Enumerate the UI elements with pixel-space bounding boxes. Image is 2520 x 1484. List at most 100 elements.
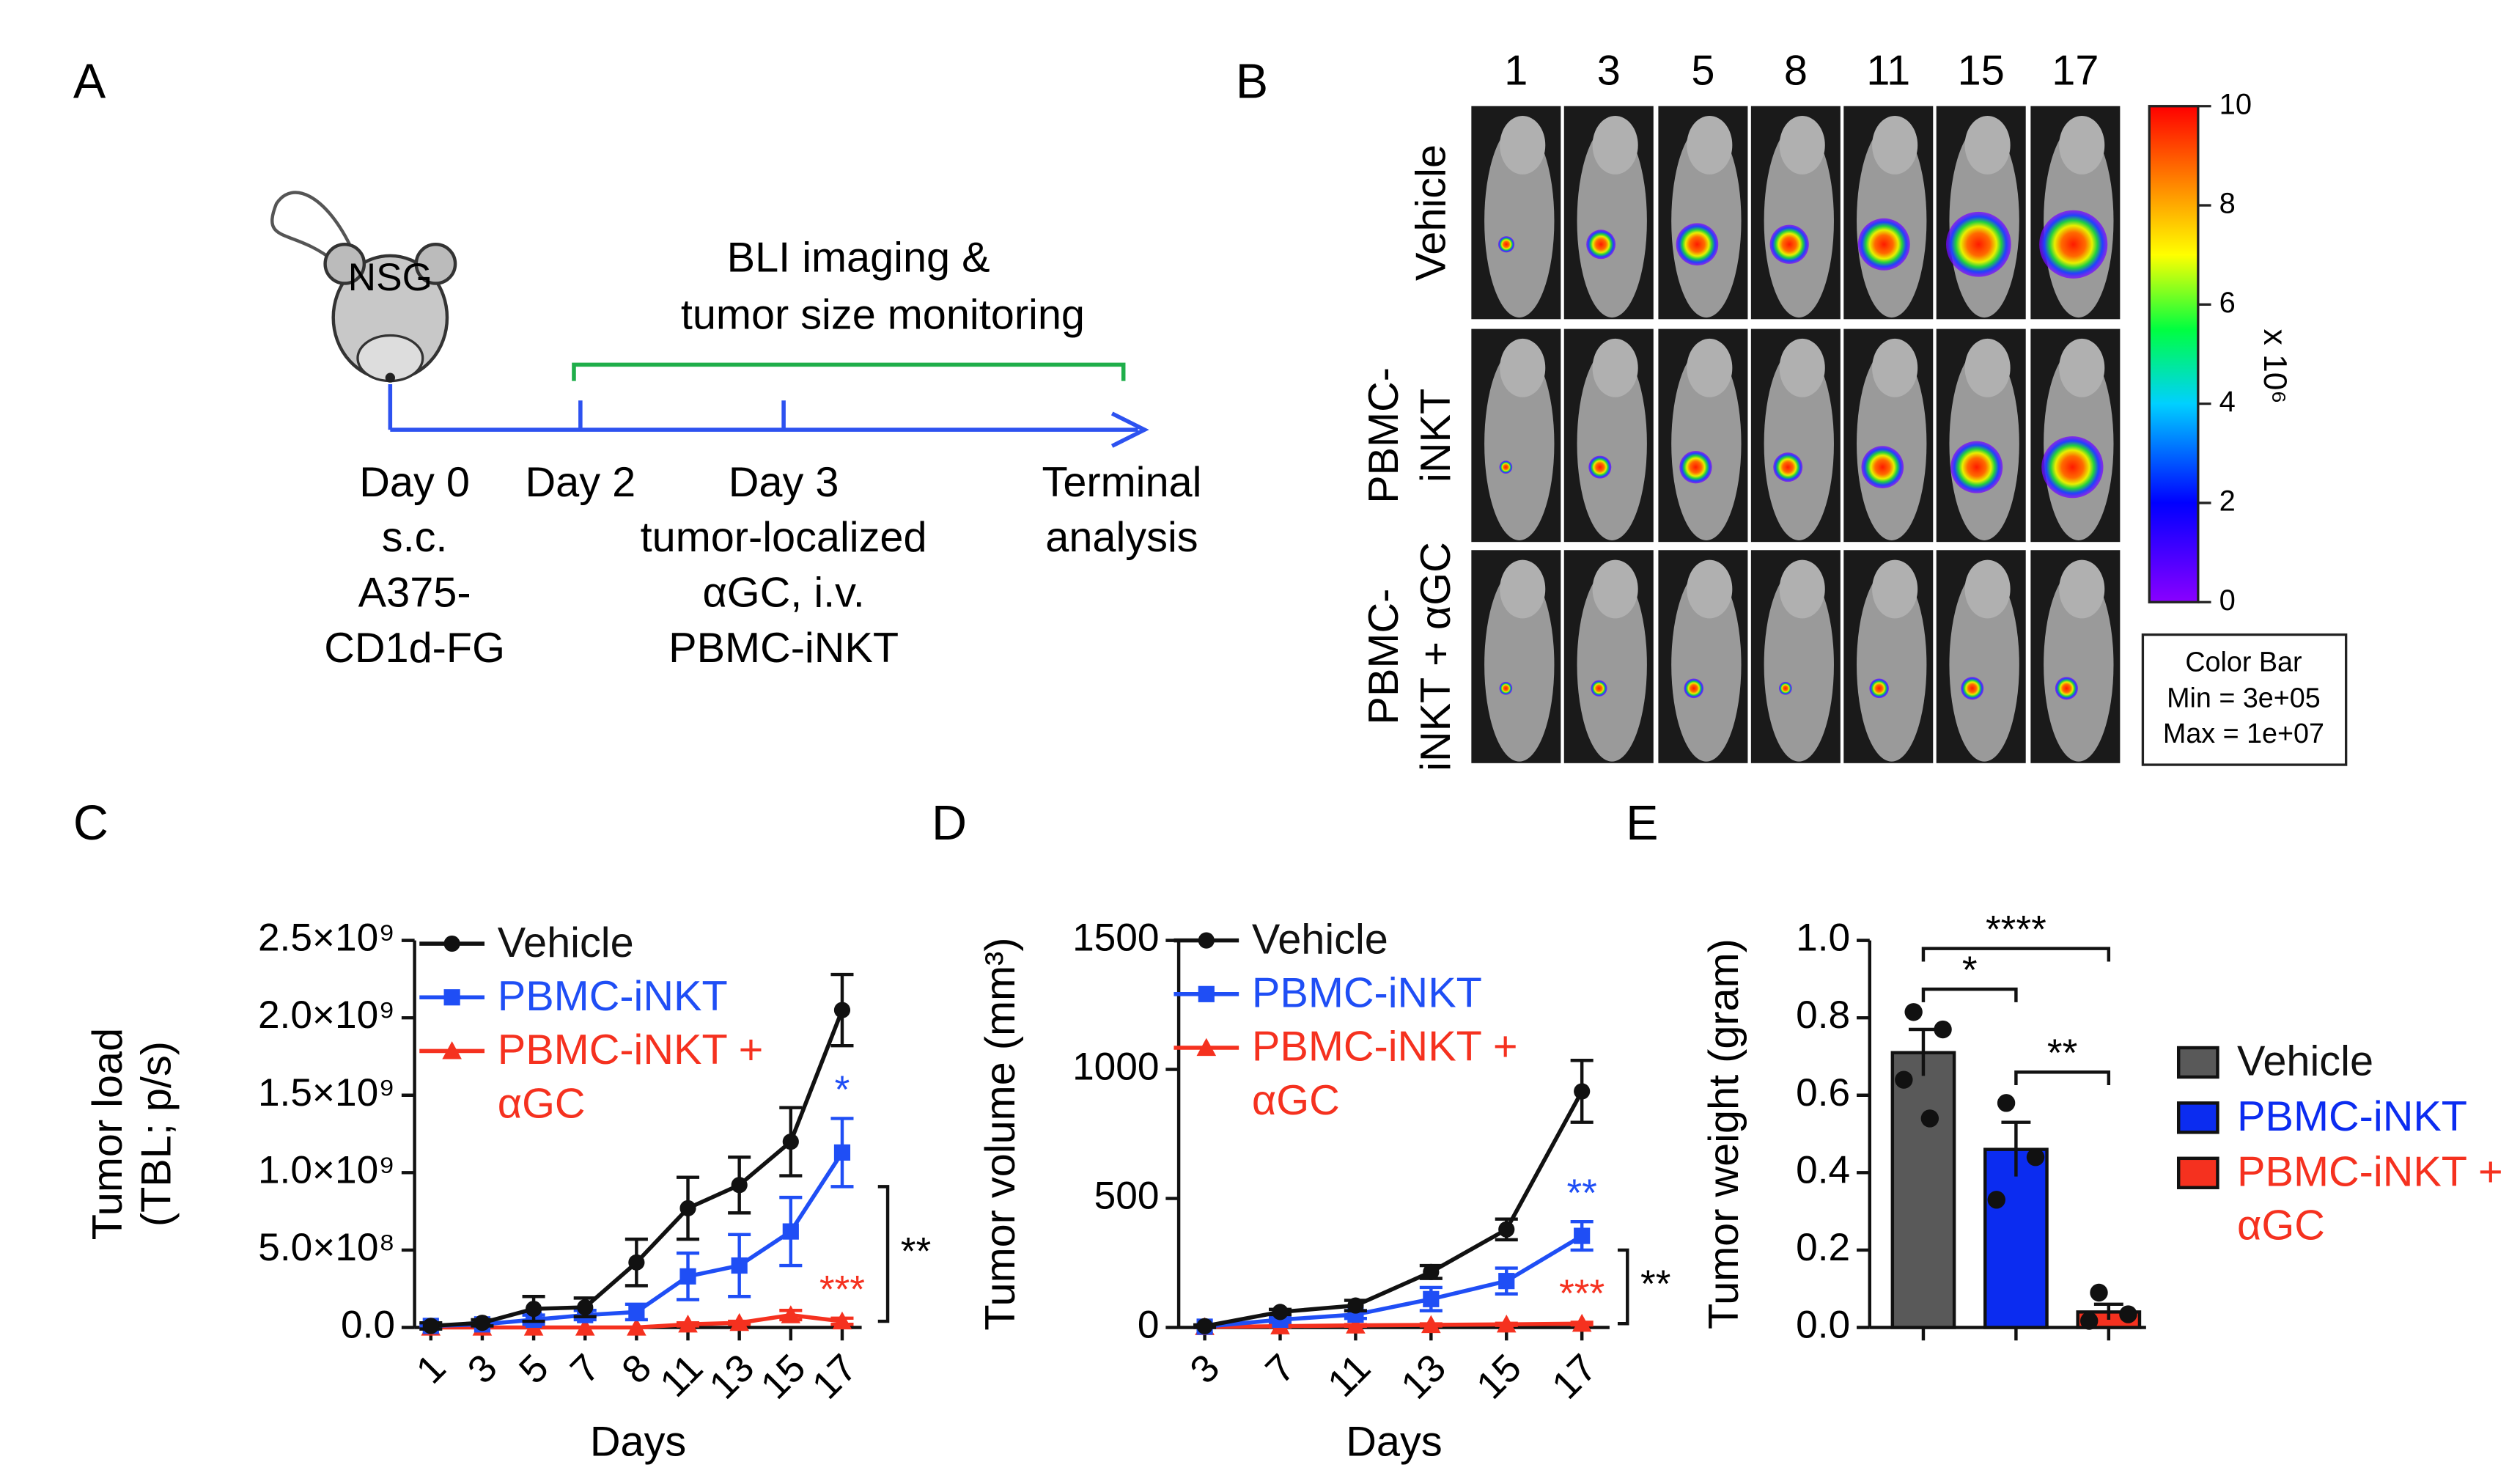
mouse-silhouette xyxy=(2044,567,2114,762)
data-point xyxy=(2119,1305,2137,1323)
y-tick-label: 0 xyxy=(1138,1304,1160,1347)
marker xyxy=(422,1318,439,1334)
bioluminescence xyxy=(1586,229,1616,260)
bracket-label: ** xyxy=(1640,1263,1670,1306)
y-tick-label: 0.2 xyxy=(1796,1226,1850,1269)
bioluminescence xyxy=(1591,680,1607,697)
mouse-head xyxy=(1500,559,1546,619)
colorbar-tick-label: 8 xyxy=(2219,188,2236,220)
marker xyxy=(1347,1297,1364,1314)
timeline-arrow xyxy=(1110,411,1149,448)
y-tick-label: 0.0 xyxy=(1796,1304,1850,1347)
legend-label: PBMC-iNKT xyxy=(497,971,728,1021)
colorbar-info: Max = 1e+07 xyxy=(2163,718,2324,749)
bar xyxy=(1890,1051,1956,1329)
colorbar-tick-label: 0 xyxy=(2219,584,2236,617)
bioluminescence xyxy=(1950,441,2003,493)
timepoint-label: Terminal xyxy=(1042,459,1202,506)
bioluminescence xyxy=(1588,455,1612,479)
bioluminescence xyxy=(2055,677,2078,700)
mouse-head xyxy=(2059,116,2105,175)
legend-label: PBMC-iNKT xyxy=(2237,1091,2468,1141)
legend-entry: PBMC-iNKT + αGC xyxy=(498,1025,764,1128)
colorbar-tick-label: 4 xyxy=(2219,386,2236,418)
color-bar xyxy=(2148,105,2200,603)
y-tick-label: 1.0 xyxy=(1796,917,1850,960)
mouse-silhouette xyxy=(1484,347,1555,540)
marker xyxy=(1423,1290,1440,1307)
marker xyxy=(628,1304,645,1320)
mouse-silhouette xyxy=(1764,347,1834,540)
marker xyxy=(1574,1083,1591,1100)
mouse-silhouette xyxy=(1764,124,1834,318)
chart: 0.0 0.2 0.4 0.6 0.8 1.0 Tumor weight (gram) Veh… xyxy=(1701,908,2503,1347)
panel-label: E xyxy=(1626,796,1658,851)
bioluminescence xyxy=(1679,450,1712,484)
chart: 0.0 5.0×10⁸ 1.0×10⁹ 1.5×10⁹ 2.0×10⁹ 2.5×10⁹ Tu… xyxy=(84,917,931,1466)
bioluminescence xyxy=(2041,436,2104,499)
legend-entry: PBMC-iNKT xyxy=(497,971,728,1021)
x-axis-label: Days xyxy=(1346,1418,1442,1465)
error-bar xyxy=(2001,1120,2031,1177)
y-tick-label: 5.0×10⁸ xyxy=(258,1226,395,1269)
marker xyxy=(833,1002,851,1018)
marker xyxy=(525,1301,542,1318)
group-label: iNKT xyxy=(1412,389,1459,482)
mouse-head xyxy=(1687,116,1733,175)
day-label: 15 xyxy=(1958,48,2005,95)
mouse-silhouette xyxy=(1764,567,1834,762)
mouse-head xyxy=(1779,116,1825,175)
group-label: PBMC- xyxy=(1360,589,1407,725)
mouse-head xyxy=(2059,559,2105,619)
mouse-silhouette xyxy=(1949,567,2019,762)
mouse-head xyxy=(1964,338,2011,397)
marker xyxy=(832,1311,852,1330)
marker xyxy=(575,1318,595,1336)
y-tick-label: 500 xyxy=(1094,1175,1160,1218)
mouse-silhouette xyxy=(1857,347,1927,540)
x-tick-label: 3 xyxy=(1182,1346,1228,1392)
mouse-head xyxy=(1779,338,1825,397)
timeline-diagram: NSG BLI imaging & tumor size monitoring … xyxy=(270,191,1202,672)
marker xyxy=(833,1144,851,1161)
marker xyxy=(443,989,460,1006)
y-tick-label: 1500 xyxy=(1072,917,1159,960)
legend-entry: Vehicle xyxy=(1252,914,1388,963)
y-tick-label: 1.0×10⁹ xyxy=(258,1148,395,1191)
mouse-silhouette xyxy=(1577,124,1647,318)
colorbar-info: Min = 3e+05 xyxy=(2167,682,2321,713)
group-label: iNKT + αGC xyxy=(1412,542,1459,771)
y-axis-label: (TBL; p/s) xyxy=(133,1041,180,1227)
data-point xyxy=(2026,1148,2045,1167)
mouse-silhouette xyxy=(1577,347,1647,540)
y-tick-label: 1000 xyxy=(1072,1046,1159,1089)
day-label: 17 xyxy=(2052,48,2099,95)
x-tick-label: 8 xyxy=(614,1346,660,1392)
marker xyxy=(781,1305,801,1323)
timepoint-label: Day 3 xyxy=(729,459,839,506)
marker xyxy=(1496,1314,1517,1333)
timepoint-label: Day 0 xyxy=(359,459,470,506)
error-bar xyxy=(1909,1027,1938,1076)
marker xyxy=(1196,1318,1213,1334)
legend-entry: PBMC-iNKT + αGC xyxy=(1252,1022,1518,1125)
data-point xyxy=(1895,1070,1913,1089)
colorbar-info: Color Bar xyxy=(2185,646,2302,677)
legend-entry: PBMC-iNKT xyxy=(2237,1091,2468,1141)
mouse-head xyxy=(1872,559,1918,619)
y-tick-label: 1.5×10⁹ xyxy=(258,1071,395,1114)
marker xyxy=(474,1315,491,1331)
data-point xyxy=(1997,1094,2016,1112)
legend-entry: Vehicle xyxy=(498,918,634,967)
mouse-ear xyxy=(414,243,457,285)
marker xyxy=(679,1268,696,1285)
x-tick-label: 11 xyxy=(1319,1346,1379,1406)
significance-label: ** xyxy=(2047,1032,2077,1075)
y-axis-label: Tumor load xyxy=(84,1028,131,1240)
colorbar-unit: x 10⁶ xyxy=(2257,329,2293,404)
mouse-head xyxy=(1592,338,1638,397)
marker xyxy=(627,1318,646,1336)
y-tick-label: 0.6 xyxy=(1796,1071,1850,1114)
significance-bracket xyxy=(1921,987,2018,1002)
